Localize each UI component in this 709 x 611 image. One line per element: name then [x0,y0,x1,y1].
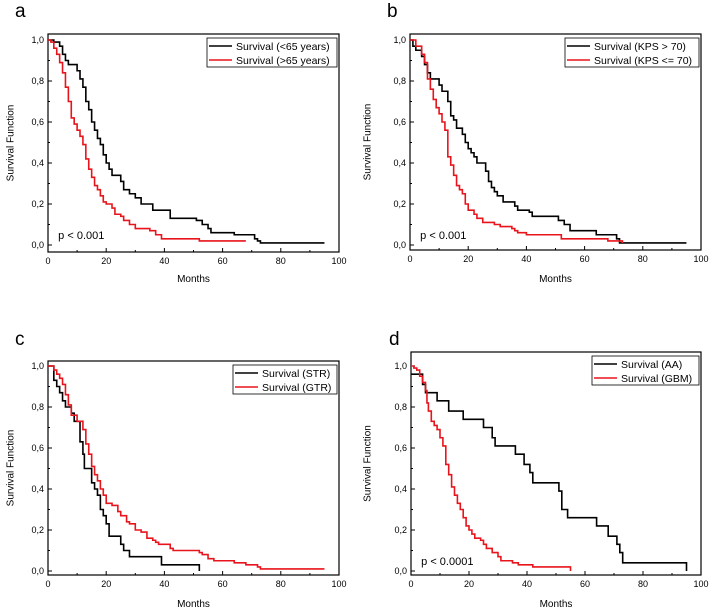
panel-a: a 0 20 40 60 80 100 0,0 0,2 0,4 0,6 0,8 1,0 Months Sur… [6,1,347,285]
x-tick-label: 40 [159,256,169,266]
y-tick-label: 0,0 [31,566,44,576]
p-value-annotation: p < 0.001 [420,230,466,242]
x-tick-label: 0 [407,254,412,264]
y-tick-label: 1,0 [394,361,407,371]
y-tick-label: 0,2 [31,199,44,209]
survival-curve-red [410,39,624,243]
x-tick-label: 60 [580,579,590,589]
x-tick-label: 100 [331,256,346,266]
legend-label: Survival (<65 years) [236,41,330,53]
x-tick-label: 0 [45,579,50,589]
p-value-annotation: p < 0.0001 [421,556,473,568]
x-axis-label: Months [177,599,210,610]
y-tick-label: 0,0 [393,240,406,250]
x-tick-label: 0 [408,579,413,589]
legend-label: Survival (KPS <= 70) [594,55,692,67]
x-tick-label: 80 [638,579,648,589]
y-axis-label: Survival Function [363,425,374,502]
y-tick-label: 0,4 [31,484,44,494]
x-tick-label: 80 [276,256,286,266]
y-tick-label: 0,8 [394,402,407,412]
survival-curve-black [410,39,687,244]
x-tick-label: 0 [45,256,50,266]
y-tick-label: 0,2 [31,525,44,535]
legend-box [232,364,338,395]
x-tick-label: 80 [638,254,648,264]
y-tick-label: 0,4 [393,158,406,168]
survival-curve-red [48,365,325,570]
y-tick-label: 0,0 [31,240,44,250]
x-tick-label: 60 [218,579,228,589]
y-tick-label: 0,8 [393,76,406,86]
y-axis-label: Survival Function [363,104,374,181]
y-tick-label: 1,0 [393,35,406,45]
panel-d: d 0 20 40 60 80 100 0,0 0,2 0,4 0,6 0,8 1,0 Months Sur… [363,329,709,610]
y-tick-label: 0,4 [31,158,44,168]
survival-curve-black [48,39,325,244]
y-tick-label: 0,8 [31,76,44,86]
y-tick-label: 0,2 [394,525,407,535]
x-tick-label: 20 [464,579,474,589]
x-tick-label: 80 [276,579,286,589]
panel-c: c 0 20 40 60 80 100 0,0 0,2 0,4 0,6 0,8 1,0 Months Sur… [6,329,347,610]
panel-letter: c [15,329,25,350]
panel-letter: b [387,1,398,22]
panel-letter: d [389,329,400,350]
x-axis-label: Months [540,599,573,610]
y-tick-label: 1,0 [31,35,44,45]
legend-label: Survival (GBM) [621,373,692,385]
x-tick-label: 100 [693,579,708,589]
legend-box [564,37,700,68]
legend-label: Survival (GTR) [262,382,331,394]
y-tick-label: 0,2 [393,199,406,209]
x-tick-label: 20 [101,256,111,266]
y-axis-label: Survival Function [6,430,17,507]
survival-curve-black [48,365,201,571]
legend-label: Survival (>65 years) [236,55,330,67]
y-tick-label: 1,0 [31,361,44,371]
panel-letter: a [15,1,26,22]
survival-curve-red [411,365,572,571]
p-value-annotation: p < 0.001 [58,230,104,242]
y-axis-label: Survival Function [6,105,17,182]
x-tick-label: 100 [331,579,346,589]
x-tick-label: 60 [218,256,228,266]
x-tick-label: 60 [580,254,590,264]
plot-frame [410,351,702,576]
y-tick-label: 0,0 [394,566,407,576]
survival-curve-red [48,39,246,242]
x-tick-label: 20 [463,254,473,264]
survival-curve-black [411,373,688,571]
panel-b: b 0 20 40 60 80 100 0,0 0,2 0,4 0,6 0,8 1,0 Months Sur… [363,1,709,285]
x-axis-label: Months [177,274,210,285]
legend-box [591,355,700,386]
y-tick-label: 0,6 [31,443,44,453]
y-tick-label: 0,6 [393,117,406,127]
x-tick-label: 100 [693,254,708,264]
x-tick-label: 40 [159,579,169,589]
legend-label: Survival (KPS > 70) [594,41,686,53]
x-tick-label: 20 [101,579,111,589]
y-tick-label: 0,6 [31,117,44,127]
x-tick-label: 40 [521,254,531,264]
legend-box [206,37,338,68]
legend-label: Survival (AA) [621,359,682,371]
y-tick-label: 0,8 [31,402,44,412]
y-tick-label: 0,4 [394,484,407,494]
x-tick-label: 40 [522,579,532,589]
legend-label: Survival (STR) [262,368,330,380]
y-tick-label: 0,6 [394,443,407,453]
x-axis-label: Months [539,274,572,285]
